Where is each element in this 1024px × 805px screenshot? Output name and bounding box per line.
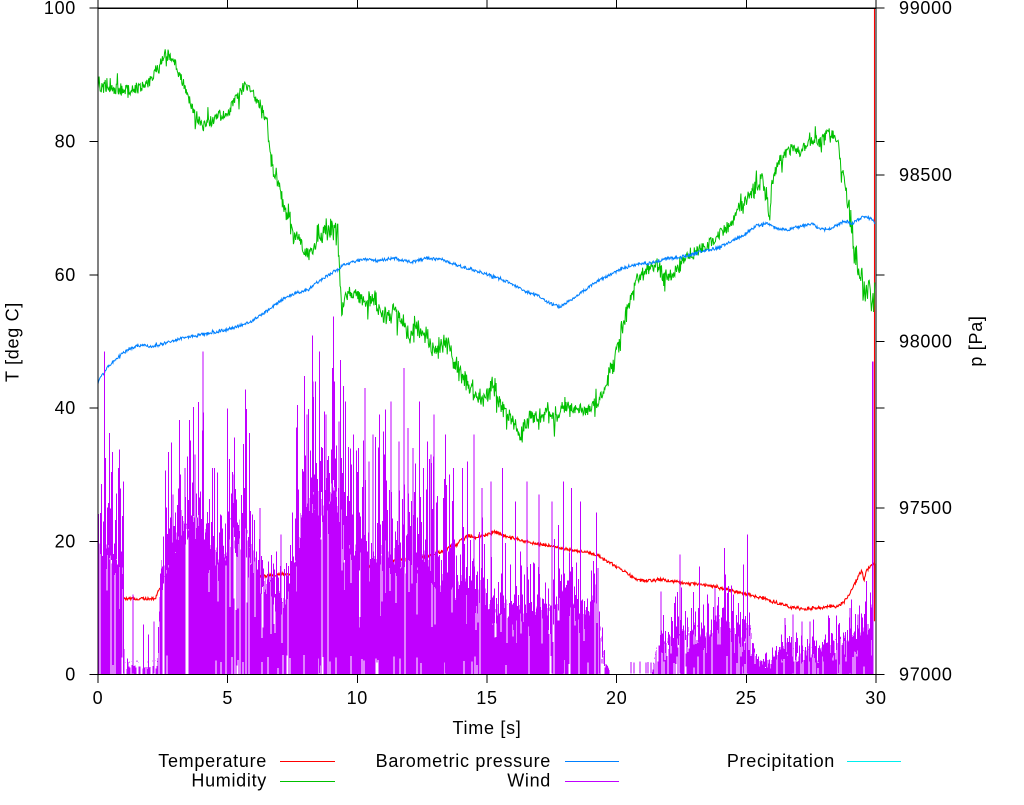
svg-text:20: 20 [55,531,76,551]
svg-text:0: 0 [65,665,76,685]
svg-text:25: 25 [736,688,757,708]
svg-text:80: 80 [55,132,76,152]
svg-text:100: 100 [44,0,76,18]
svg-text:Humidity: Humidity [191,771,267,791]
svg-text:97000: 97000 [899,665,953,685]
svg-text:Temperature: Temperature [158,751,267,771]
svg-text:20: 20 [606,688,627,708]
svg-text:15: 15 [476,688,497,708]
svg-text:97500: 97500 [899,498,953,518]
svg-text:98000: 98000 [899,331,953,351]
svg-text:60: 60 [55,265,76,285]
svg-text:T [deg C]: T [deg C] [3,302,23,382]
svg-text:99000: 99000 [899,0,953,18]
svg-text:p [Pa]: p [Pa] [966,315,986,366]
svg-text:0: 0 [93,688,104,708]
svg-text:Time [s]: Time [s] [453,718,522,738]
svg-text:Wind: Wind [507,771,551,791]
svg-text:40: 40 [55,398,76,418]
svg-text:Precipitation: Precipitation [727,751,835,771]
svg-text:30: 30 [865,688,886,708]
svg-text:5: 5 [222,688,233,708]
svg-text:Barometric pressure: Barometric pressure [376,751,551,771]
svg-text:98500: 98500 [899,165,953,185]
svg-text:10: 10 [347,688,368,708]
